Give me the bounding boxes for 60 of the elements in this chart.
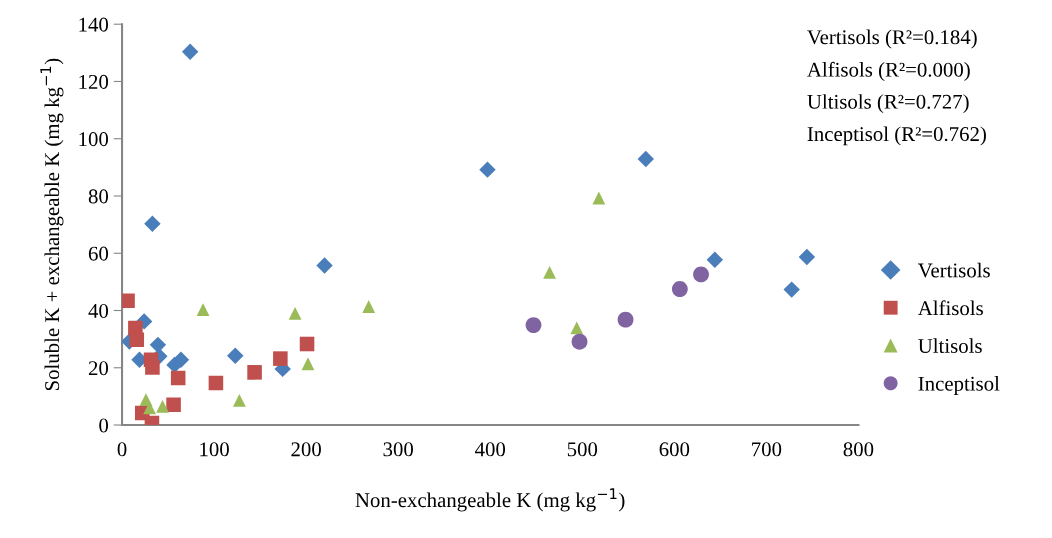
x-tick-label: 700	[752, 442, 782, 457]
x-tick-label: 600	[659, 442, 690, 457]
legend-label: Vertisols	[917, 262, 990, 278]
point	[706, 251, 724, 269]
point	[570, 321, 584, 335]
point	[166, 397, 181, 412]
y-tick-label: 100	[79, 132, 109, 147]
point	[671, 281, 688, 297]
point	[525, 317, 542, 334]
y-tick-label: 60	[88, 246, 109, 261]
point	[129, 332, 145, 347]
x-tick-label: 100	[200, 442, 229, 457]
y-tick-label: 40	[88, 303, 109, 318]
point	[156, 400, 169, 413]
point	[196, 303, 210, 317]
point	[543, 266, 557, 279]
point	[362, 300, 376, 313]
point	[181, 43, 199, 60]
annotation: Inceptisol (R²=0.762)	[807, 126, 986, 146]
y-tick-label: 80	[88, 189, 109, 204]
y-tick-label: 140	[79, 17, 109, 32]
point	[798, 248, 816, 266]
x-axis-title: Non-exchangeable K (mg kg$^{−1}$)	[355, 488, 625, 512]
point	[122, 293, 135, 309]
point	[143, 401, 157, 415]
point	[144, 215, 161, 232]
legend-label: Inceptisol	[918, 376, 1000, 395]
x-tick-label: 400	[475, 442, 506, 457]
annotation: Alfisols (R²=0.000)	[807, 61, 970, 81]
point	[145, 360, 160, 375]
x-tick-label: 0	[117, 442, 127, 457]
point	[783, 281, 800, 298]
point	[208, 375, 224, 391]
y-axis-title: Soluble K + exchangeable K (mg kg$^{−1}$)	[40, 58, 64, 391]
annotation: Ultisols (R²=0.727)	[807, 94, 969, 114]
y-tick-label: 0	[99, 418, 109, 433]
point	[479, 161, 496, 178]
point	[571, 333, 588, 350]
annotation: Vertisols (R²=0.184)	[807, 29, 977, 49]
x-tick-label: 200	[291, 442, 321, 457]
point	[617, 311, 634, 328]
point	[299, 336, 315, 352]
legend-label: Ultisols	[918, 338, 982, 353]
point	[693, 266, 709, 283]
x-tick-label: 800	[843, 442, 874, 457]
point	[301, 357, 315, 371]
point	[227, 347, 244, 364]
x-tick-label: 300	[383, 442, 414, 457]
x-tick-label: 500	[567, 442, 598, 457]
point	[247, 365, 262, 380]
point	[316, 257, 333, 274]
y-tick-label: 20	[88, 361, 109, 376]
point	[232, 394, 246, 407]
point	[288, 306, 302, 320]
point	[592, 191, 606, 205]
y-tick-label: 120	[79, 74, 109, 89]
point	[273, 351, 288, 366]
legend-label: Alfisols	[917, 300, 983, 316]
point	[170, 370, 186, 386]
point	[637, 150, 655, 168]
